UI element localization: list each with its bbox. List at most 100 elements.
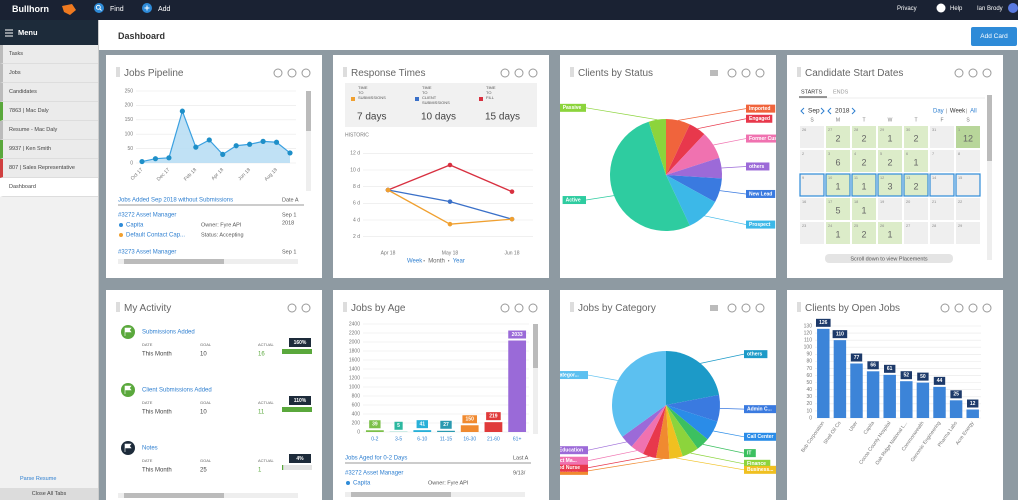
day-cell[interactable]: [878, 126, 902, 148]
day-cell[interactable]: [826, 126, 850, 148]
card-action-icon[interactable]: [301, 303, 311, 313]
card-action-icon[interactable]: [968, 303, 978, 313]
sidebar-item[interactable]: Jobs: [0, 64, 98, 83]
day-cell[interactable]: [956, 126, 980, 148]
card-action-icon[interactable]: [954, 303, 964, 313]
day-cell[interactable]: [904, 222, 928, 244]
day-cell[interactable]: [800, 150, 824, 172]
period-link[interactable]: Year: [453, 259, 465, 265]
privacy[interactable]: Privacy: [897, 6, 917, 12]
card-action-icon[interactable]: [755, 68, 765, 78]
add[interactable]: Add: [158, 6, 171, 13]
sidebar-item[interactable]: 7863 | Mac Daly: [0, 102, 98, 121]
day-cell[interactable]: [851, 173, 877, 197]
card-title: Response Times: [351, 68, 425, 79]
job-link[interactable]: #3272 Asset Manager: [345, 471, 403, 477]
job-link[interactable]: #3272 Asset Manager: [118, 213, 176, 219]
day-cell[interactable]: [955, 173, 981, 197]
day-cell[interactable]: [929, 173, 955, 197]
add-card-button[interactable]: Add Card: [971, 27, 1017, 46]
day-cell[interactable]: [930, 126, 954, 148]
card-action-icon[interactable]: [514, 303, 524, 313]
card-action-icon[interactable]: [982, 68, 992, 78]
day-cell[interactable]: [852, 222, 876, 244]
day-cell[interactable]: [800, 222, 824, 244]
day-cell[interactable]: [904, 150, 928, 172]
card-action-icon[interactable]: [514, 68, 524, 78]
day-cell[interactable]: [956, 198, 980, 220]
day-cell[interactable]: [903, 173, 929, 197]
day-cell[interactable]: [956, 150, 980, 172]
nav-arrow[interactable]: [820, 107, 825, 115]
day-cell[interactable]: [930, 150, 954, 172]
card-action-icon[interactable]: [287, 303, 297, 313]
day-cell[interactable]: [800, 198, 824, 220]
view-link[interactable]: All: [970, 109, 977, 115]
card-action-icon[interactable]: [727, 68, 737, 78]
card-action-icon[interactable]: [940, 303, 950, 313]
day-cell[interactable]: [799, 173, 825, 197]
day-cell[interactable]: [878, 150, 902, 172]
logo[interactable]: Bullhorn: [12, 4, 49, 14]
start-count: 1: [887, 229, 892, 239]
help-icon[interactable]: [936, 3, 946, 13]
day-cell[interactable]: [800, 126, 824, 148]
card: Candidate Start Dates STARTS ENDS Sep 2018 Da…: [787, 55, 1003, 278]
period-link[interactable]: Month: [428, 259, 445, 265]
day-cell[interactable]: [878, 198, 902, 220]
drag-handle: [797, 67, 801, 77]
user-name[interactable]: Ian Brody: [977, 6, 1003, 12]
day-cell[interactable]: [826, 222, 850, 244]
sidebar-item[interactable]: Resume - Mac Daly: [0, 121, 98, 140]
card-action-icon[interactable]: [968, 68, 978, 78]
card-action-icon[interactable]: [301, 68, 311, 78]
card-action-icon[interactable]: [755, 303, 765, 313]
sidebar-item[interactable]: 807 | Sales Representative: [0, 159, 98, 178]
period-link[interactable]: Week: [407, 259, 423, 265]
close-all-tabs[interactable]: Close All Tabs: [0, 488, 98, 500]
sidebar-item[interactable]: Dashboard: [0, 178, 98, 197]
card-action-icon[interactable]: [528, 68, 538, 78]
day-cell[interactable]: [904, 198, 928, 220]
sidebar-item[interactable]: Tasks: [0, 45, 98, 64]
sidebar-item[interactable]: 9937 | Ken Smith: [0, 140, 98, 159]
card-action-icon[interactable]: [500, 68, 510, 78]
card-action-icon[interactable]: [273, 68, 283, 78]
nav-arrow[interactable]: [851, 107, 856, 115]
card-action-icon[interactable]: [741, 68, 751, 78]
day-cell[interactable]: [878, 222, 902, 244]
menu-header[interactable]: Menu: [0, 20, 98, 45]
find-icon[interactable]: [94, 3, 104, 13]
tab[interactable]: STARTS: [801, 89, 823, 95]
help[interactable]: Help: [950, 6, 963, 12]
card-action-icon[interactable]: [727, 303, 737, 313]
day-cell[interactable]: [825, 173, 851, 197]
avatar[interactable]: [1008, 3, 1018, 13]
day-cell[interactable]: [826, 198, 850, 220]
metric-label: TIME: [486, 85, 496, 90]
card-action-icon[interactable]: [287, 68, 297, 78]
nav-arrow[interactable]: [800, 107, 805, 115]
card-action-icon[interactable]: [982, 303, 992, 313]
day-cell[interactable]: [956, 222, 980, 244]
find[interactable]: Find: [110, 6, 124, 13]
card-action-icon[interactable]: [500, 303, 510, 313]
card-action-icon[interactable]: [954, 68, 964, 78]
day-cell[interactable]: [852, 126, 876, 148]
day-cell[interactable]: [930, 198, 954, 220]
card-action-icon[interactable]: [528, 303, 538, 313]
tab[interactable]: ENDS: [833, 89, 849, 95]
day-cell[interactable]: [930, 222, 954, 244]
nav-arrow[interactable]: [827, 107, 832, 115]
sidebar-item[interactable]: Candidates: [0, 83, 98, 102]
parse-resume[interactable]: Parse Resume: [20, 476, 57, 482]
day-cell[interactable]: [877, 173, 903, 197]
day-cell[interactable]: [852, 150, 876, 172]
day-cell[interactable]: [904, 126, 928, 148]
day-cell[interactable]: [826, 150, 850, 172]
view-link[interactable]: Day: [933, 109, 944, 115]
card-action-icon[interactable]: [741, 303, 751, 313]
job-link[interactable]: #3273 Asset Manager: [118, 250, 176, 256]
day-cell[interactable]: [852, 198, 876, 220]
view-link[interactable]: Week: [950, 109, 966, 115]
